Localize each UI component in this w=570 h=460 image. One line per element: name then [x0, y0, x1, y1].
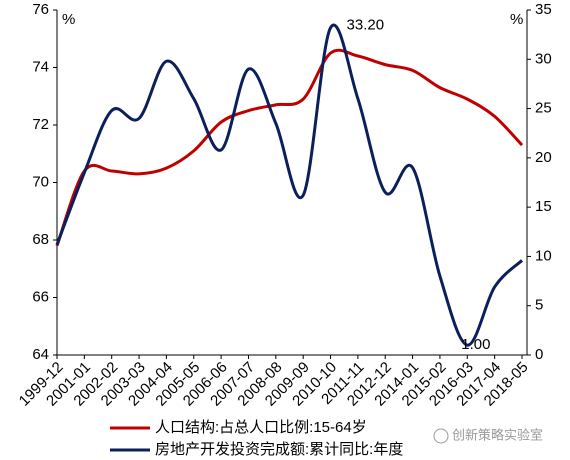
y2-tick-label: 20	[535, 149, 552, 166]
y-tick-label: 64	[32, 346, 49, 363]
y2-tick-label: 5	[535, 297, 543, 314]
y-tick-label: 68	[32, 231, 49, 248]
value-label: 33.20	[347, 17, 385, 34]
y-tick-label: 72	[32, 116, 49, 133]
value-label: 1.00	[461, 336, 490, 353]
y-tick-label: 66	[32, 288, 49, 305]
series-line	[55, 23, 524, 347]
series-line	[55, 48, 524, 247]
legend-label: 房地产开发投资完成额:累计同比:年度	[155, 441, 403, 458]
legend-label: 人口结构:占总人口比例:15-64岁	[155, 419, 367, 436]
y2-tick-label: 30	[535, 50, 552, 67]
watermark-icon	[433, 428, 449, 444]
y-tick-label: 70	[32, 173, 49, 190]
right-unit: %	[510, 11, 523, 28]
y-tick-label: 76	[32, 1, 49, 18]
y2-tick-label: 15	[535, 198, 552, 215]
y2-tick-label: 10	[535, 247, 552, 264]
watermark: 创新策略实验室	[452, 427, 543, 442]
y2-tick-label: 35	[535, 1, 552, 18]
y-tick-label: 74	[32, 58, 49, 75]
left-unit: %	[62, 11, 75, 28]
y2-tick-label: 0	[535, 346, 543, 363]
y2-tick-label: 25	[535, 100, 552, 117]
